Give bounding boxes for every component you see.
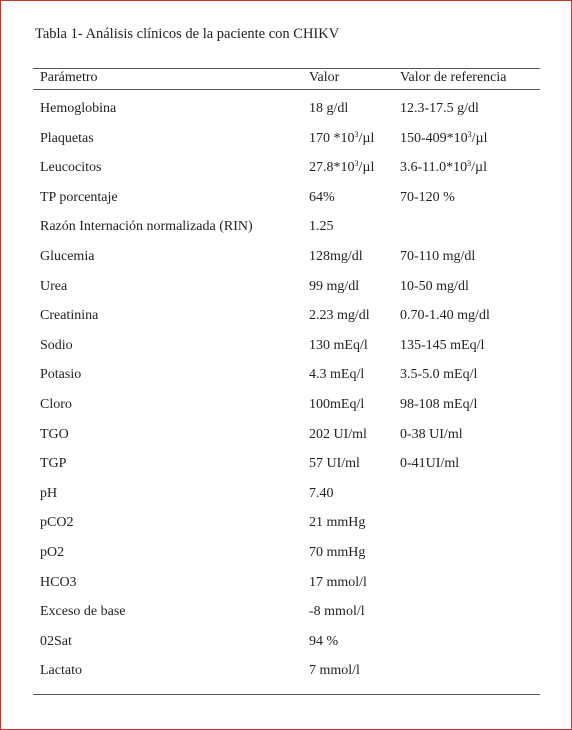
- cell-parameter: Plaquetas: [40, 131, 94, 146]
- cell-reference: 12.3-17.5 g/dl: [400, 101, 479, 116]
- cell-parameter: Creatinina: [40, 308, 99, 323]
- cell-value: 7 mmol/l: [309, 663, 360, 678]
- cell-value: 4.3 mEq/l: [309, 367, 365, 382]
- cell-value: 94 %: [309, 634, 339, 649]
- cell-value: 2.23 mg/dl: [309, 308, 370, 323]
- cell-parameter: TGO: [40, 427, 69, 442]
- cell-reference: 70-120 %: [400, 190, 455, 205]
- cell-reference: 70-110 mg/dl: [400, 249, 476, 264]
- table-row: Creatinina 2.23 mg/dl 0.70-1.40 mg/dl: [0, 308, 572, 328]
- cell-reference: 98-108 mEq/l: [400, 397, 478, 412]
- cell-value: 64%: [309, 190, 335, 205]
- table-row: TGP 57 UI/ml 0-41UI/ml: [0, 456, 572, 476]
- cell-parameter: Leucocitos: [40, 160, 102, 175]
- cell-parameter: Glucemia: [40, 249, 95, 264]
- cell-parameter: HCO3: [40, 575, 77, 590]
- table-row: Potasio 4.3 mEq/l 3.5-5.0 mEq/l: [0, 367, 572, 387]
- cell-parameter: Cloro: [40, 397, 72, 412]
- table-title: Tabla 1- Análisis clínicos de la pacient…: [35, 26, 340, 42]
- cell-reference: 0-41UI/ml: [400, 456, 460, 471]
- cell-value: 7.40: [309, 486, 334, 501]
- table-row: Cloro 100mEq/l 98-108 mEq/l: [0, 397, 572, 417]
- cell-parameter: Lactato: [40, 663, 82, 678]
- table-row: Sodio 130 mEq/l 135-145 mEq/l: [0, 338, 572, 358]
- table-row: pH 7.40: [0, 486, 572, 506]
- cell-parameter: TP porcentaje: [40, 190, 118, 205]
- table-row: Razón Internación normalizada (RIN) 1.25: [0, 219, 572, 239]
- cell-reference: 0.70-1.40 mg/dl: [400, 308, 490, 323]
- cell-value: 128mg/dl: [309, 249, 363, 264]
- cell-value: 18 g/dl: [309, 101, 349, 116]
- cell-reference: 150-409*103/µl: [400, 130, 488, 147]
- cell-parameter: pCO2: [40, 515, 74, 530]
- cell-parameter: Urea: [40, 279, 68, 294]
- table-row: Leucocitos 27.8*103/µl 3.6-11.0*103/µl: [0, 160, 572, 180]
- table-row: Hemoglobina 18 g/dl 12.3-17.5 g/dl: [0, 101, 572, 121]
- cell-parameter: Exceso de base: [40, 604, 126, 619]
- cell-reference: 0-38 UI/ml: [400, 427, 463, 442]
- cell-parameter: pO2: [40, 545, 65, 560]
- cell-reference: 3.5-5.0 mEq/l: [400, 367, 478, 382]
- header-value: Valor: [309, 70, 340, 85]
- table-row: Lactato 7 mmol/l: [0, 663, 572, 683]
- table-row: pO2 70 mmHg: [0, 545, 572, 565]
- cell-value: 100mEq/l: [309, 397, 365, 412]
- table-bottom-rule: [33, 694, 540, 695]
- cell-value: 130 mEq/l: [309, 338, 368, 353]
- table-row: 02Sat 94 %: [0, 634, 572, 654]
- cell-parameter: Hemoglobina: [40, 101, 117, 116]
- cell-parameter: Potasio: [40, 367, 82, 382]
- cell-parameter: Razón Internación normalizada (RIN): [40, 219, 253, 234]
- cell-value: 170 *103/µl: [309, 130, 375, 147]
- cell-value: 21 mmHg: [309, 515, 366, 530]
- table-row: Urea 99 mg/dl 10-50 mg/dl: [0, 279, 572, 299]
- cell-parameter: Sodio: [40, 338, 73, 353]
- table-row: TP porcentaje 64% 70-120 %: [0, 190, 572, 210]
- cell-value: 1.25: [309, 219, 334, 234]
- cell-value: 202 UI/ml: [309, 427, 367, 442]
- cell-value: 17 mmol/l: [309, 575, 367, 590]
- header-parameter: Parámetro: [40, 70, 98, 85]
- cell-value: 70 mmHg: [309, 545, 366, 560]
- cell-parameter: TGP: [40, 456, 67, 471]
- cell-parameter: pH: [40, 486, 58, 501]
- cell-value: 57 UI/ml: [309, 456, 360, 471]
- header-rule: [33, 89, 540, 90]
- cell-value: 27.8*103/µl: [309, 159, 375, 176]
- header-reference: Valor de referencia: [400, 70, 507, 85]
- cell-reference: 135-145 mEq/l: [400, 338, 485, 353]
- cell-value: -8 mmol/l: [309, 604, 365, 619]
- table-top-rule: [33, 68, 540, 69]
- cell-parameter: 02Sat: [40, 634, 72, 649]
- table-row: Plaquetas 170 *103/µl 150-409*103/µl: [0, 131, 572, 151]
- table-row: Exceso de base -8 mmol/l: [0, 604, 572, 624]
- table-row: pCO2 21 mmHg: [0, 515, 572, 535]
- cell-reference: 3.6-11.0*103/µl: [400, 159, 488, 176]
- table-row: Glucemia 128mg/dl 70-110 mg/dl: [0, 249, 572, 269]
- cell-value: 99 mg/dl: [309, 279, 360, 294]
- table-row: HCO3 17 mmol/l: [0, 575, 572, 595]
- cell-reference: 10-50 mg/dl: [400, 279, 469, 294]
- table-row: TGO 202 UI/ml 0-38 UI/ml: [0, 427, 572, 447]
